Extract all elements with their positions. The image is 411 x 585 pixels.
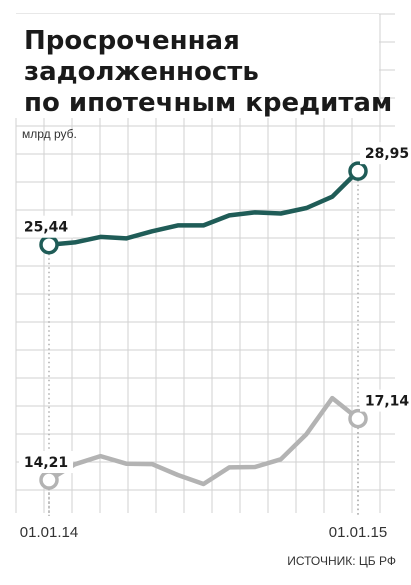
chart-title-line-2: задолженность xyxy=(24,57,259,87)
x-tick-label-end: 01.01.15 xyxy=(329,524,387,541)
source-label: ИСТОЧНИК: ЦБ РФ xyxy=(287,554,396,568)
data-label-background xyxy=(19,215,73,238)
series-2-line xyxy=(46,395,361,487)
unit-label: млрд руб. xyxy=(22,127,77,141)
title-background xyxy=(14,14,379,118)
data-labels: 25,44 28,95 14,21 17,14 xyxy=(19,142,411,474)
data-label-background xyxy=(360,142,411,165)
chart-title-line-1: Просроченная xyxy=(24,26,240,56)
series xyxy=(39,161,368,490)
series-2-point-marker xyxy=(348,408,368,429)
data-label-background xyxy=(360,389,411,412)
series-1-point-marker xyxy=(39,234,59,255)
x-tick-label-start: 01.01.14 xyxy=(20,524,78,541)
data-label: 25,44 xyxy=(24,220,69,236)
chart-title-line-3: по ипотечным кредитам xyxy=(24,88,392,118)
marker-guides xyxy=(48,180,359,516)
series-1-line xyxy=(46,168,361,247)
data-label: 14,21 xyxy=(24,455,68,471)
series-1-point-marker xyxy=(348,161,368,181)
data-label: 17,14 xyxy=(365,394,410,410)
series-2-point-marker xyxy=(39,470,59,490)
data-label-background xyxy=(19,451,73,474)
data-label: 28,95 xyxy=(365,146,409,162)
